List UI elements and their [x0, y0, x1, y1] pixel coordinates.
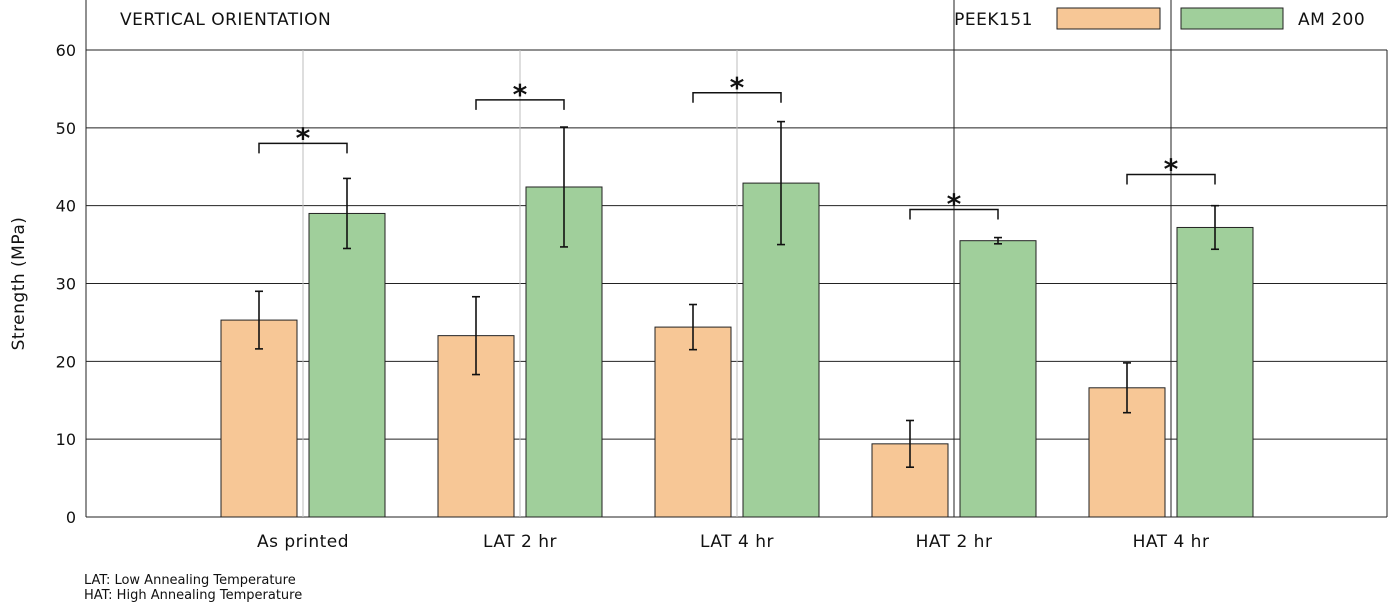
y-tick-label: 60: [56, 41, 76, 60]
y-tick-label: 40: [56, 197, 76, 216]
significance-bracket: [692, 92, 782, 103]
legend-swatch-am200: [1180, 7, 1284, 30]
bar-am200-3: [959, 240, 1037, 518]
legend-label-peek151: PEEK151: [954, 10, 1033, 30]
significance-bracket: [475, 99, 565, 110]
footnote: LAT: Low Annealing Temperature: [84, 573, 296, 588]
bar-peek151-2: [654, 326, 732, 518]
y-tick-label: 10: [56, 430, 76, 449]
significance-brackets: * * * * *: [258, 71, 1216, 221]
y-tick-label: 0: [66, 508, 76, 527]
y-tick-label: 50: [56, 119, 76, 138]
labels: 0 10 20 30 40 50 60 As printed LAT 2 hr LAT 4 hr H…: [9, 7, 1365, 603]
significance-bracket: [258, 142, 348, 154]
legend-label-am200: AM 200: [1298, 10, 1365, 30]
significance-star: *: [513, 78, 528, 111]
chart-annotation: VERTICAL ORIENTATION: [120, 10, 331, 30]
legend-swatch-peek151: [1056, 7, 1161, 30]
footnote: HAT: High Annealing Temperature: [84, 588, 302, 603]
significance-star: *: [1164, 153, 1179, 186]
axes: [85, 0, 1388, 517]
significance-star: *: [296, 121, 311, 154]
significance-bracket: [909, 208, 999, 220]
significance-star: *: [947, 188, 962, 221]
x-tick-label: LAT 4 hr: [700, 532, 774, 552]
gridlines: [86, 0, 1387, 518]
y-tick-label: 30: [56, 275, 76, 294]
x-tick-label: As printed: [257, 532, 349, 552]
y-axis-label: Strength (MPa): [9, 217, 29, 351]
x-tick-label: LAT 2 hr: [483, 532, 557, 552]
bar-am200-0: [308, 212, 386, 518]
y-tick-label: 20: [56, 352, 76, 371]
x-tick-label: HAT 4 hr: [1133, 532, 1210, 552]
significance-star: *: [730, 71, 745, 104]
bar-peek151-0: [220, 319, 298, 518]
x-tick-label: HAT 2 hr: [916, 532, 993, 552]
bar-am200-4: [1176, 226, 1254, 518]
bars: [220, 120, 1254, 518]
significance-bracket: [1126, 173, 1216, 185]
